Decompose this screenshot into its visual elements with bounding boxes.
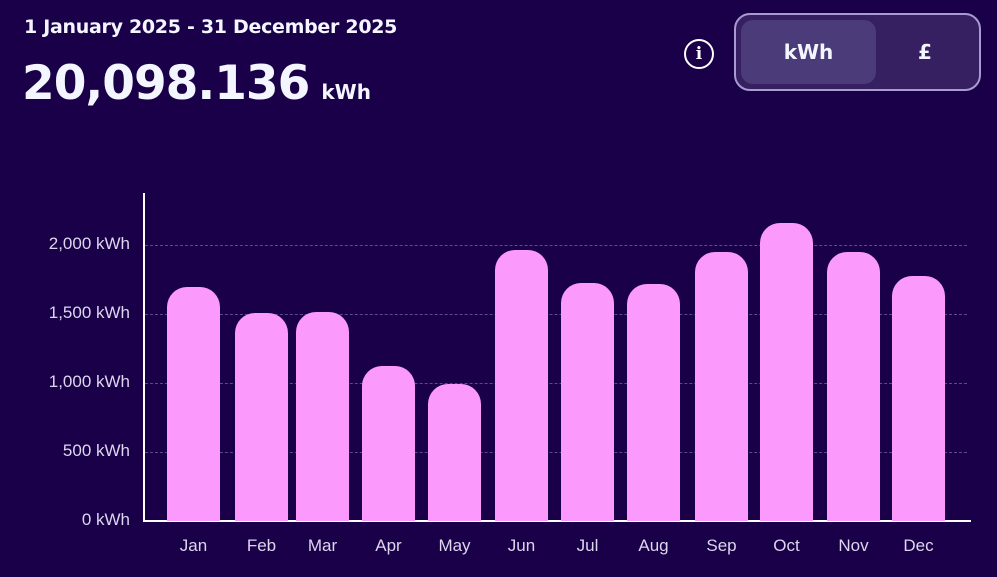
- bar-jun[interactable]: [495, 249, 548, 521]
- bar-jul[interactable]: [561, 282, 614, 521]
- x-tick-label: Sep: [706, 536, 737, 555]
- x-tick-label: Dec: [903, 536, 934, 555]
- bar-may[interactable]: [428, 383, 481, 521]
- x-tick-label: Feb: [246, 536, 277, 555]
- toggle-pounds-button[interactable]: £: [918, 40, 932, 64]
- info-icon[interactable]: i: [684, 39, 714, 69]
- total-value: 20,098.136: [22, 56, 310, 111]
- bar-aug[interactable]: [627, 284, 680, 521]
- x-tick-label: May: [438, 536, 471, 555]
- bar-jan[interactable]: [167, 286, 220, 521]
- x-tick-label: Jul: [576, 536, 599, 555]
- y-axis: [143, 193, 145, 522]
- x-tick-label: Mar: [307, 536, 338, 555]
- bar-oct[interactable]: [760, 223, 813, 521]
- total-usage: 20,098.136 kWh: [22, 56, 371, 111]
- x-tick-label: Aug: [638, 536, 669, 555]
- bar-apr[interactable]: [362, 366, 415, 521]
- unit-toggle: kWh £: [734, 13, 981, 91]
- bar-feb[interactable]: [235, 313, 288, 521]
- y-tick-label: 1,000 kWh: [48, 372, 130, 391]
- x-tick-label: Jun: [507, 536, 536, 555]
- bar-nov[interactable]: [827, 252, 880, 521]
- gridline: [145, 314, 967, 315]
- gridline: [145, 383, 967, 384]
- gridline: [145, 452, 967, 453]
- y-tick-label: 1,500 kWh: [48, 303, 130, 322]
- bar-dec[interactable]: [892, 276, 945, 521]
- y-tick-label: 0 kWh: [81, 510, 130, 529]
- x-tick-label: Jan: [179, 536, 208, 555]
- x-tick-label: Oct: [773, 536, 800, 555]
- x-tick-label: Nov: [838, 536, 869, 555]
- gridline: [145, 245, 967, 246]
- date-range: 1 January 2025 - 31 December 2025: [24, 16, 398, 38]
- y-tick-label: 500 kWh: [62, 441, 130, 460]
- bar-mar[interactable]: [296, 312, 349, 521]
- y-tick-label: 2,000 kWh: [48, 234, 130, 253]
- bar-sep[interactable]: [695, 252, 748, 521]
- total-unit: kWh: [321, 80, 371, 104]
- x-axis: [143, 520, 971, 522]
- x-tick-label: Apr: [375, 536, 402, 555]
- toggle-kwh-button[interactable]: kWh: [741, 20, 876, 84]
